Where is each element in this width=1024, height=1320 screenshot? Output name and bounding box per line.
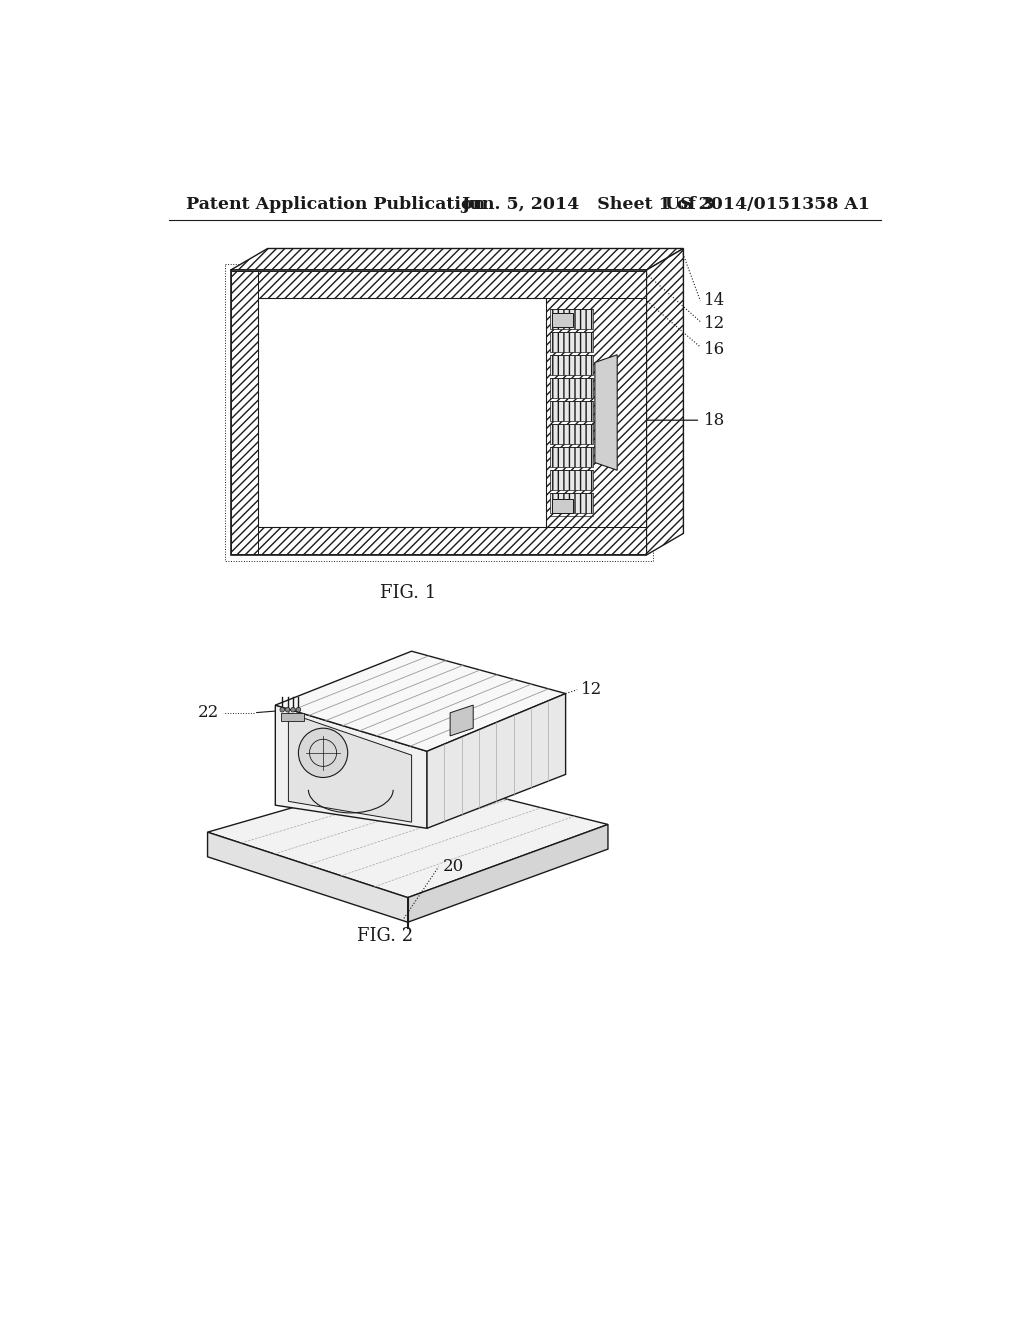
Circle shape [286,708,290,711]
Polygon shape [427,693,565,829]
Polygon shape [550,470,593,490]
Polygon shape [282,713,304,721]
Text: 12: 12 [705,315,725,333]
Text: FIG. 2: FIG. 2 [356,927,413,945]
Polygon shape [451,705,473,737]
Text: FIG. 1: FIG. 1 [380,585,436,602]
Text: Jun. 5, 2014   Sheet 1 of 3: Jun. 5, 2014 Sheet 1 of 3 [462,197,715,213]
Text: 20: 20 [442,858,464,875]
Polygon shape [550,401,593,421]
Text: 18: 18 [705,412,725,429]
Polygon shape [550,355,593,375]
Polygon shape [275,705,427,829]
Polygon shape [230,248,683,271]
Polygon shape [231,271,258,554]
Text: 12: 12 [581,681,602,698]
Text: 10: 10 [342,442,366,459]
Circle shape [280,708,285,711]
Text: Patent Application Publication: Patent Application Publication [186,197,485,213]
Text: US 2014/0151358 A1: US 2014/0151358 A1 [665,197,869,213]
Text: 22: 22 [198,705,219,721]
Polygon shape [408,825,608,923]
Polygon shape [208,775,608,898]
Polygon shape [231,527,646,554]
Polygon shape [230,271,646,554]
Polygon shape [275,651,565,751]
Polygon shape [550,424,593,444]
Polygon shape [289,713,412,822]
Polygon shape [258,298,547,527]
Polygon shape [231,271,646,298]
Polygon shape [595,355,617,470]
Polygon shape [552,499,573,512]
Polygon shape [550,378,593,399]
Polygon shape [550,492,593,513]
Circle shape [298,729,348,777]
Text: 16: 16 [705,341,725,358]
Polygon shape [646,248,683,554]
Polygon shape [550,309,593,330]
Polygon shape [550,333,593,352]
Circle shape [291,708,295,711]
Polygon shape [208,832,408,923]
Polygon shape [550,447,593,467]
Polygon shape [552,313,573,327]
Circle shape [296,708,301,711]
Polygon shape [547,298,646,527]
Text: 14: 14 [705,292,725,309]
